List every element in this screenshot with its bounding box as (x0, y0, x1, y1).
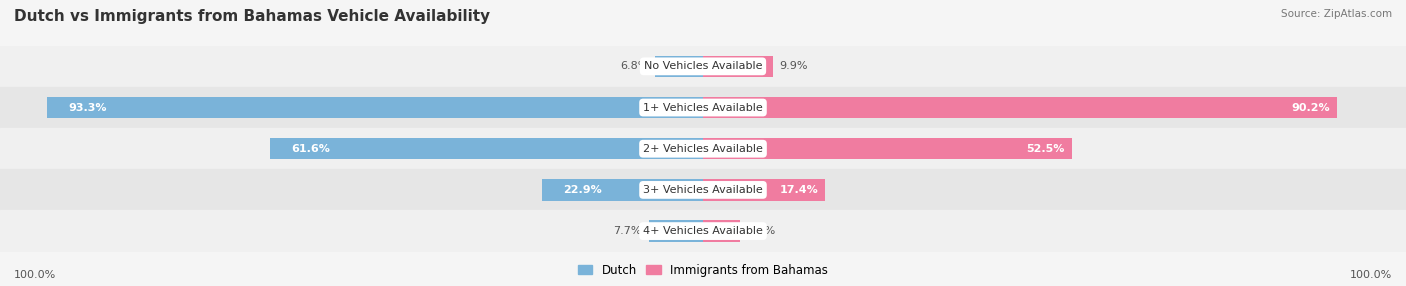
Bar (703, 221, 741, 242)
Text: 7.7%: 7.7% (613, 226, 643, 236)
Text: 9.9%: 9.9% (779, 61, 808, 71)
Text: 100.0%: 100.0% (14, 270, 56, 280)
Text: 61.6%: 61.6% (291, 144, 330, 154)
Text: 6.8%: 6.8% (620, 61, 648, 71)
Text: 1+ Vehicles Available: 1+ Vehicles Available (643, 103, 763, 112)
Text: 100.0%: 100.0% (1350, 270, 1392, 280)
Bar (48, 97, 703, 118)
Bar (0, 128, 1406, 169)
Text: 17.4%: 17.4% (779, 185, 818, 195)
Text: 52.5%: 52.5% (1026, 144, 1066, 154)
Text: 93.3%: 93.3% (69, 103, 107, 112)
Text: No Vehicles Available: No Vehicles Available (644, 61, 762, 71)
Text: 2+ Vehicles Available: 2+ Vehicles Available (643, 144, 763, 154)
Bar (650, 221, 703, 242)
Bar (703, 138, 1073, 159)
Text: 5.3%: 5.3% (748, 226, 776, 236)
Text: Dutch vs Immigrants from Bahamas Vehicle Availability: Dutch vs Immigrants from Bahamas Vehicle… (14, 9, 491, 23)
Bar (703, 97, 1337, 118)
Bar (655, 56, 703, 77)
Bar (0, 210, 1406, 252)
Text: 90.2%: 90.2% (1292, 103, 1330, 112)
Bar (703, 56, 773, 77)
Text: 22.9%: 22.9% (564, 185, 602, 195)
Legend: Dutch, Immigrants from Bahamas: Dutch, Immigrants from Bahamas (575, 260, 831, 280)
Bar (543, 179, 703, 200)
Text: Source: ZipAtlas.com: Source: ZipAtlas.com (1281, 9, 1392, 19)
Text: 4+ Vehicles Available: 4+ Vehicles Available (643, 226, 763, 236)
Bar (270, 138, 703, 159)
Bar (0, 46, 1406, 87)
Text: 3+ Vehicles Available: 3+ Vehicles Available (643, 185, 763, 195)
Bar (0, 87, 1406, 128)
Bar (0, 169, 1406, 210)
Bar (703, 179, 825, 200)
